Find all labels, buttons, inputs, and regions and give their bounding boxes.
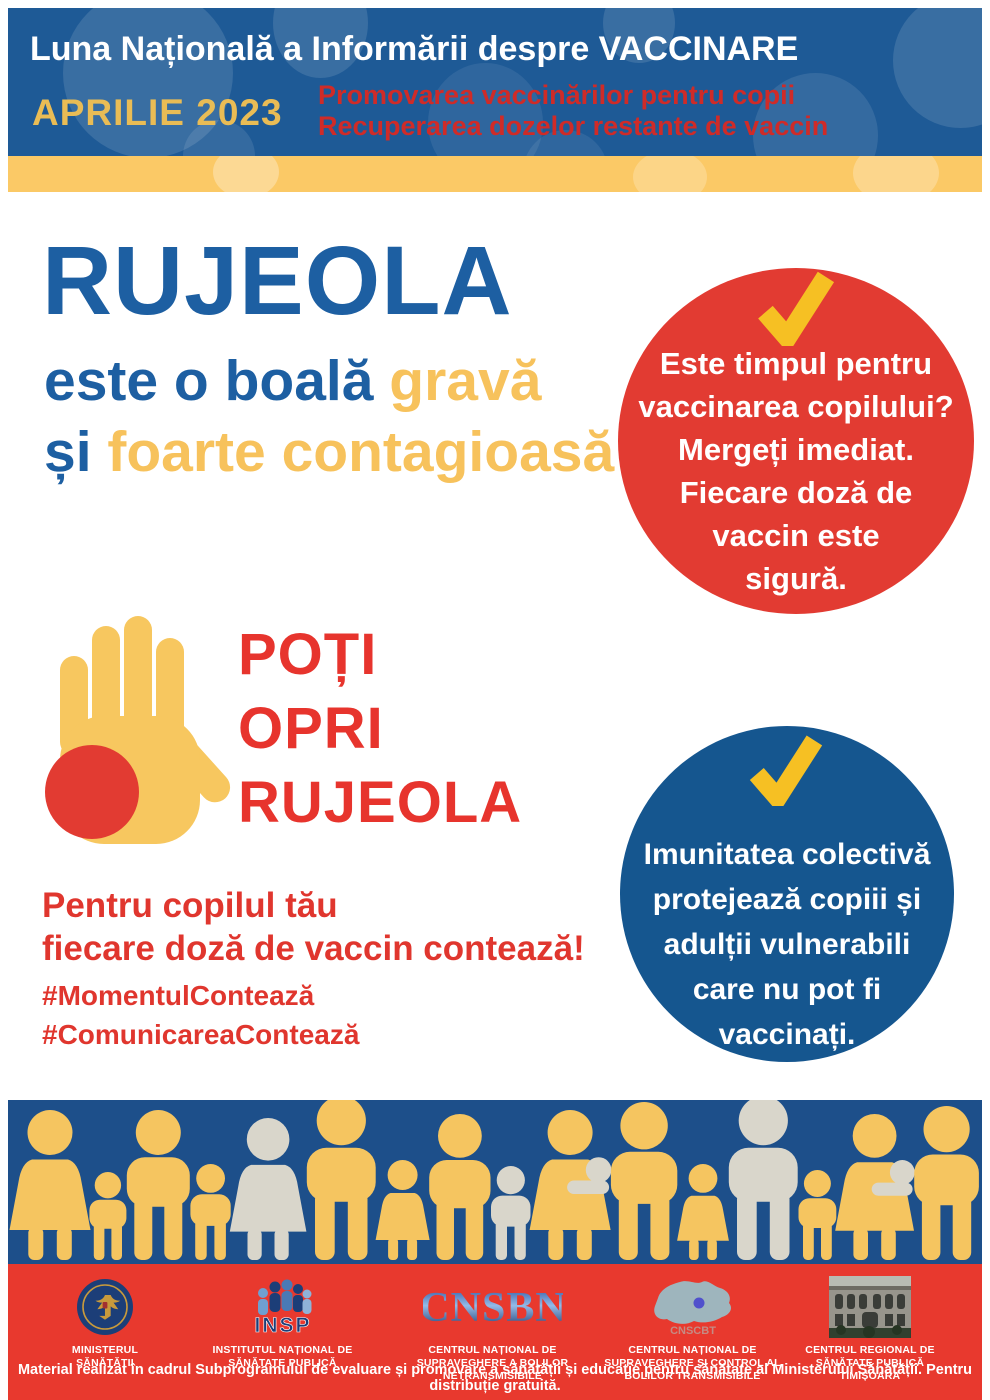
footer-logo-insp: INSP INSTITUTUL NAȚIONAL DE SĂNĂTATE PUBL…	[190, 1274, 375, 1370]
red-info-bubble: Este timpul pentru vaccinarea copilului? M…	[618, 268, 974, 614]
headline-line-1: este o boală gravă	[44, 349, 542, 413]
logo-label: CENTRUL REGIONAL DE SĂNĂTATE PUBLICĂ TIMIȘ…	[805, 1344, 935, 1382]
insp-logo-text: INSP	[254, 1314, 311, 1337]
call-to-action: Pentru copilul tău fiecare doză de vacci…	[42, 884, 585, 1054]
stop-hand-icon	[45, 616, 231, 844]
footer-logo-crsp-timisoara: CENTRUL REGIONAL DE SĂNĂTATE PUBLICĂ TIMIȘ…	[780, 1274, 960, 1383]
community-silhouettes	[9, 1100, 979, 1260]
hashtags: #MomentulContează #ComunicareaContează	[42, 980, 360, 1050]
yellow-stripe	[8, 156, 982, 192]
footer-logo-cnsbn: CNSBN CENTRUL NAȚIONAL DE SUPRAVEGHERE A …	[380, 1274, 605, 1383]
campaign-subtitles: Promovarea vaccinărilor pentru copii Rec…	[318, 80, 828, 142]
cnsbn-logo-icon: CNSBN	[423, 1274, 563, 1340]
footer-note: Material realizat în cadrul Subprogramul…	[17, 1362, 973, 1394]
logo-label: CENTRUL NAȚIONAL DE SUPRAVEGHERE A BOLILO…	[416, 1344, 569, 1382]
decor-bubble	[428, 63, 543, 156]
disease-title: RUJEOLA	[42, 226, 513, 335]
footer-logo-ministerul-sanatatii: MINISTERUL SĂNĂTĂȚII	[20, 1274, 190, 1370]
cta-line-2: fiecare doză de vaccin contează!	[42, 929, 585, 968]
blue-bubble-text: Imunitatea colectivă protejează copiii și…	[643, 838, 931, 1051]
decor-glow	[633, 156, 707, 192]
checkmark-icon	[749, 735, 823, 806]
header-banner: Luna Națională a Informării despre VACCI…	[8, 8, 982, 156]
decor-bubble	[63, 8, 233, 156]
decor-bubble	[893, 8, 982, 128]
campaign-subtitle-1: Promovarea vaccinărilor pentru copii	[318, 80, 796, 110]
campaign-subtitle-2: Recuperarea dozelor restante de vaccin	[318, 111, 829, 141]
cnsbn-logo-text: CNSBN	[423, 1285, 563, 1331]
decor-glow	[853, 156, 939, 192]
blue-info-bubble: Imunitatea colectivă protejează copiii și…	[620, 726, 954, 1062]
campaign-month: APRILIE 2023	[32, 92, 283, 133]
decor-glow	[213, 156, 279, 192]
checkmark-icon	[758, 271, 835, 346]
people-band	[8, 1100, 982, 1264]
logo-label: CENTRUL NAȚIONAL DE SUPRAVEGHERE ȘI CONTR…	[604, 1344, 781, 1382]
cnscbt-logo-text: CNSCBT	[670, 1325, 716, 1337]
cta-line-1: Pentru copilul tău	[42, 886, 338, 925]
footer-bar: MINISTERUL SĂNĂTĂȚII INSP INSTITUTUL NAȚI…	[8, 1264, 982, 1400]
red-bubble-text: Este timpul pentru vaccinarea copilului? M…	[638, 346, 954, 596]
footer-logo-cnscbt: CNSCBT CENTRUL NAȚIONAL DE SUPRAVEGHERE Ș…	[580, 1274, 805, 1383]
logo-label: INSTITUTUL NAȚIONAL DE SĂNĂTATE PUBLICĂ	[212, 1344, 353, 1369]
stop-measles-slogan: POȚI OPRI RUJEOLA	[238, 622, 523, 835]
stop-dot	[45, 745, 139, 839]
logo-label: MINISTERUL SĂNĂTĂȚII	[71, 1344, 139, 1369]
romania-map-icon: CNSCBT	[648, 1274, 738, 1340]
headline-line-2: și foarte contagioasă	[44, 420, 615, 484]
campaign-title: Luna Națională a Informării despre VACCI…	[30, 30, 799, 68]
guvernul-romaniei-emblem-icon	[76, 1274, 134, 1340]
building-photo	[829, 1274, 911, 1340]
insp-logo-icon: INSP	[245, 1274, 321, 1340]
